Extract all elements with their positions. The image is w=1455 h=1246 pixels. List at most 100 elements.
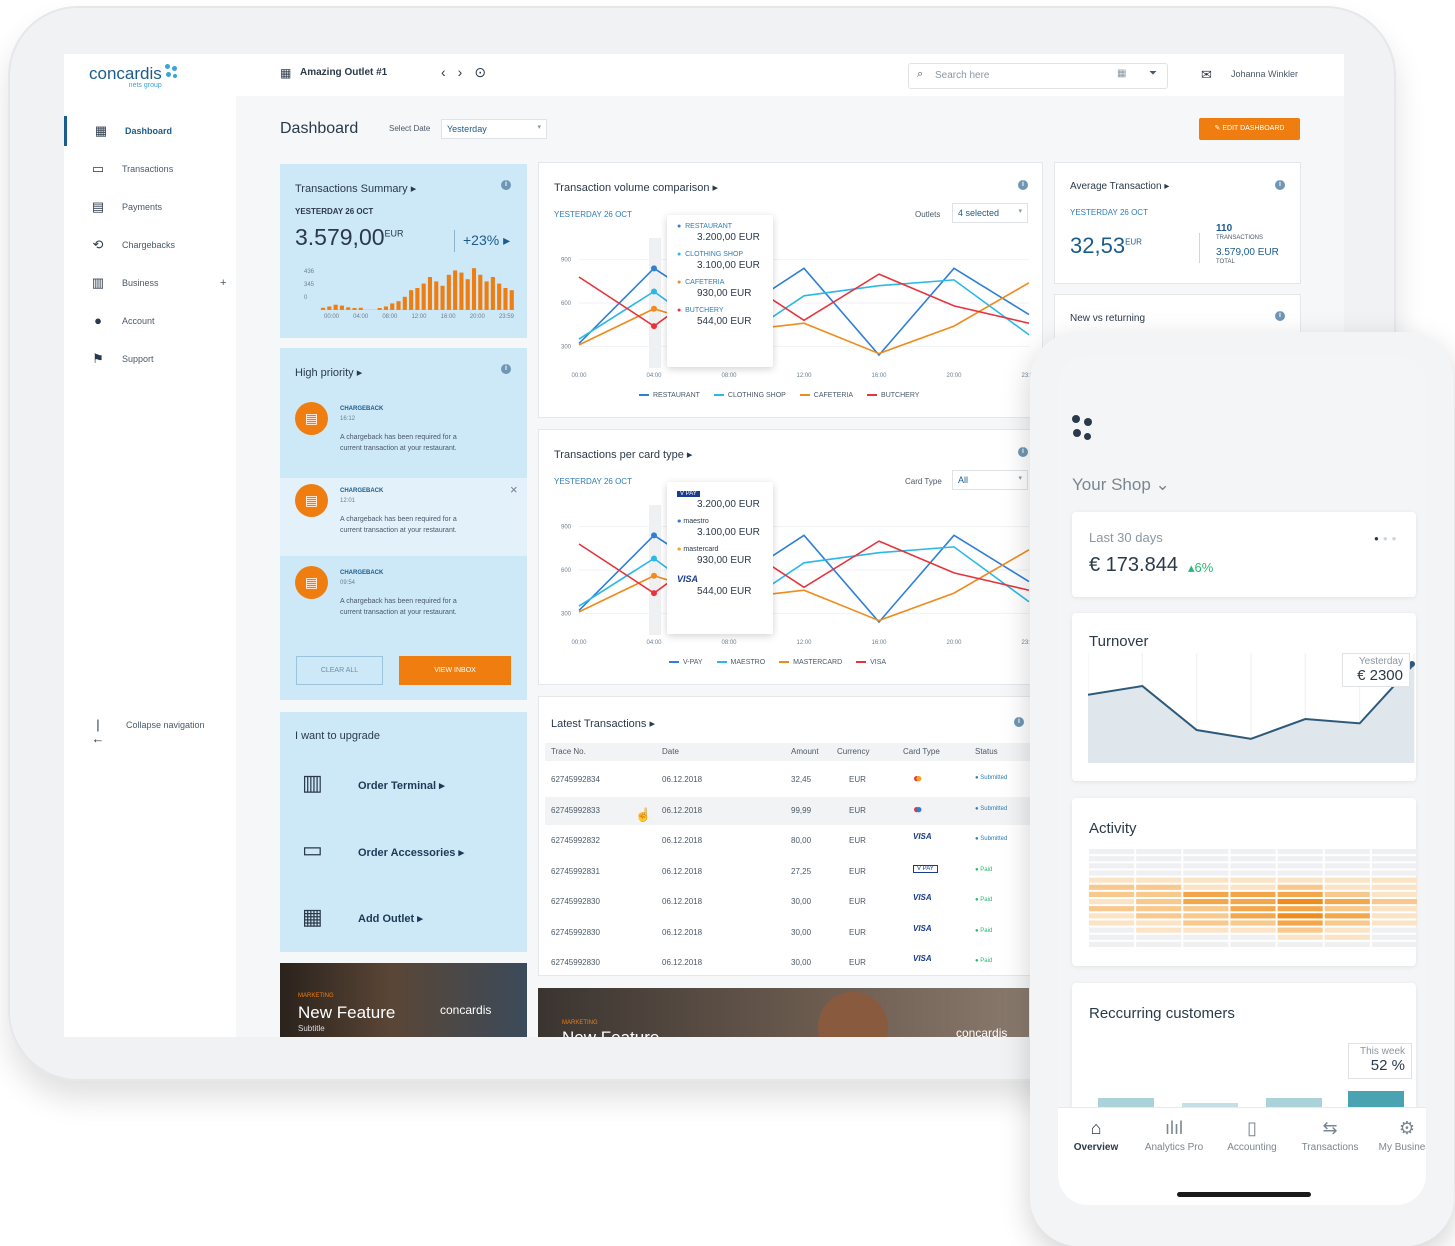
next-arrow-icon[interactable]: › xyxy=(457,64,475,80)
sidebar-item-dashboard[interactable]: ▦ Dashboard xyxy=(64,116,236,146)
table-row[interactable]: 62745992832 06.12.2018 80,00 EUR VISA ● Submi… xyxy=(545,827,1033,855)
promo-banner-1[interactable]: MARKETING New Feature Subtitle concardis xyxy=(280,963,527,1037)
sidebar-item-payments[interactable]: ▤ Payments xyxy=(91,199,163,214)
tab-overview[interactable]: ⌂ Overview xyxy=(1059,1118,1133,1153)
tab-my-business[interactable]: ⚙My Business xyxy=(1370,1118,1426,1153)
series-line-butchery[interactable] xyxy=(578,270,1030,328)
collapse-navigation[interactable]: |← Collapse navigation xyxy=(91,717,205,746)
user-name[interactable]: Johanna Winkler xyxy=(1231,69,1299,79)
info-icon[interactable]: i xyxy=(501,364,511,374)
series-point[interactable] xyxy=(651,590,657,597)
add-outlet-link[interactable]: Add Outlet ▸ xyxy=(358,913,423,925)
pager-dots[interactable]: ●●● xyxy=(1374,534,1401,543)
view-inbox-button[interactable]: VIEW INBOX xyxy=(399,656,511,685)
card-type-legend: V-PAY MAESTRO MASTERCARD VISA xyxy=(669,659,898,666)
sidebar-item-support[interactable]: ⚑ Support xyxy=(92,351,154,366)
heat-cell xyxy=(1277,849,1323,855)
summary-bar xyxy=(321,307,326,310)
order-accessories-link[interactable]: Order Accessories ▸ xyxy=(358,847,465,859)
info-icon[interactable]: i xyxy=(1275,311,1285,321)
high-priority-title[interactable]: High priority ▸ xyxy=(295,367,363,379)
activity-card[interactable]: Activity xyxy=(1072,798,1417,966)
info-icon[interactable]: i xyxy=(1275,180,1285,190)
date-select[interactable]: Yesterday ▾ xyxy=(441,119,547,139)
clear-all-button[interactable]: CLEAR ALL xyxy=(296,656,383,685)
series-point[interactable] xyxy=(651,288,657,295)
turnover-point[interactable] xyxy=(1409,661,1415,667)
tab-analytics-pro[interactable]: ılıl Analytics Pro xyxy=(1137,1118,1211,1153)
summary-card[interactable]: Last 30 days € 173.844 ▴6% ●●● xyxy=(1072,512,1416,597)
promo-banner-2[interactable]: MARKETING New Feature concardis xyxy=(538,988,1029,1037)
series-point[interactable] xyxy=(651,532,657,539)
search-input[interactable]: ⌕ Search here ▦ ⏷ xyxy=(908,63,1168,89)
order-terminal-link[interactable]: Order Terminal ▸ xyxy=(358,780,445,792)
cell-amount: 30,00 xyxy=(791,958,812,967)
heat-cell xyxy=(1089,927,1135,933)
alert-item[interactable]: ▤ CHARGEBACK 09:54 A chargeback has been… xyxy=(280,560,527,642)
heat-cell xyxy=(1230,927,1276,933)
sidebar-item-account[interactable]: ● Account xyxy=(64,306,236,336)
cell-date: 06.12.2018 xyxy=(662,805,703,815)
col-amount[interactable]: Amount xyxy=(791,747,819,756)
col-status[interactable]: Status xyxy=(975,747,998,756)
outlet-name[interactable]: Amazing Outlet #1 xyxy=(300,67,388,78)
heat-cell xyxy=(1371,913,1417,919)
close-icon[interactable]: × xyxy=(510,482,518,497)
expand-plus-icon[interactable]: + xyxy=(220,277,227,289)
table-row[interactable]: 62745992834 06.12.2018 32,45 EUR ●● ● Submitt… xyxy=(545,766,1033,794)
tab-accounting[interactable]: ▯ Accounting xyxy=(1215,1118,1289,1153)
alert-item[interactable]: ▤ CHARGEBACK 16:12 A chargeback has been… xyxy=(280,396,527,478)
turnover-card[interactable]: Turnover Yesterday € 2300 xyxy=(1072,613,1416,781)
filter-icon[interactable]: ⏷ xyxy=(1149,68,1157,79)
average-title[interactable]: Average Transaction ▸ xyxy=(1070,181,1170,192)
col-currency[interactable]: Currency xyxy=(837,747,870,756)
info-icon[interactable]: i xyxy=(1014,717,1024,727)
volume-title[interactable]: Transaction volume comparison ▸ xyxy=(554,182,719,194)
alert-item[interactable]: ▤ CHARGEBACK 12:01 A chargeback has been… xyxy=(280,478,527,560)
dashboard-icon: ▦ xyxy=(94,123,108,138)
col-card-type[interactable]: Card Type xyxy=(903,747,940,756)
heat-cell xyxy=(1277,906,1323,912)
prev-arrow-icon[interactable]: ‹ xyxy=(441,64,458,80)
cell-amount: 27,25 xyxy=(791,866,812,876)
card-type-title[interactable]: Transactions per card type ▸ xyxy=(554,449,693,461)
latest-title[interactable]: Latest Transactions ▸ xyxy=(551,718,655,730)
series-line-mastercard[interactable] xyxy=(578,549,1030,622)
col-date[interactable]: Date xyxy=(662,747,679,756)
table-row[interactable]: 62745992830 06.12.2018 30,00 EUR VISA ● Paid xyxy=(545,919,1033,947)
recurring-card[interactable]: Reccurring customers This week 52 % xyxy=(1072,983,1416,1123)
table-row[interactable]: 62745992833 06.12.2018 99,99 EUR ●● ● Submitt… xyxy=(545,796,1033,825)
chevron-circle-icon[interactable]: ⊙ xyxy=(474,64,499,80)
chargeback-icon: ▤ xyxy=(295,484,328,517)
series-point[interactable] xyxy=(651,555,657,562)
sidebar-item-transactions[interactable]: ▭ Transactions xyxy=(91,161,174,176)
summary-bar xyxy=(465,279,470,310)
info-icon[interactable]: i xyxy=(1018,447,1028,457)
tab-transactions[interactable]: ⇆ Transactions xyxy=(1293,1118,1367,1153)
summary-title[interactable]: Transactions Summary ▸ xyxy=(295,183,417,195)
table-row[interactable]: 62745992830 06.12.2018 30,00 EUR VISA ● Paid xyxy=(545,949,1033,977)
calendar-icon[interactable]: ▦ xyxy=(1117,68,1127,79)
series-point[interactable] xyxy=(651,572,657,579)
summary-bar xyxy=(352,308,357,310)
series-line-cafeteria[interactable] xyxy=(578,282,1030,355)
edit-dashboard-button[interactable]: ✎ EDIT DASHBOARD xyxy=(1199,118,1300,140)
mail-icon[interactable]: ✉ xyxy=(1201,67,1212,82)
table-row[interactable]: 62745992831 06.12.2018 27,25 EUR V PAY ● Paid xyxy=(545,858,1033,886)
info-icon[interactable]: i xyxy=(1018,180,1028,190)
heat-cell xyxy=(1089,899,1135,905)
series-line-visa[interactable] xyxy=(578,537,1030,595)
cell-amount: 32,45 xyxy=(791,775,812,784)
series-point[interactable] xyxy=(651,305,657,312)
col-trace[interactable]: Trace No. xyxy=(551,747,586,756)
sidebar-item-business[interactable]: ▥ Business + xyxy=(91,275,227,290)
summary-bar xyxy=(383,306,388,310)
series-point[interactable] xyxy=(651,265,657,272)
shop-selector[interactable]: Your Shop ⌄ xyxy=(1072,475,1170,494)
series-point[interactable] xyxy=(651,323,657,330)
outlets-select[interactable]: 4 selected ▾ xyxy=(952,203,1028,223)
table-row[interactable]: 62745992830 06.12.2018 30,00 EUR VISA ● Paid xyxy=(545,888,1033,916)
sidebar-item-chargebacks[interactable]: ⟲ Chargebacks xyxy=(92,237,176,252)
info-icon[interactable]: i xyxy=(501,180,511,190)
card-type-select[interactable]: All ▾ xyxy=(952,470,1028,490)
